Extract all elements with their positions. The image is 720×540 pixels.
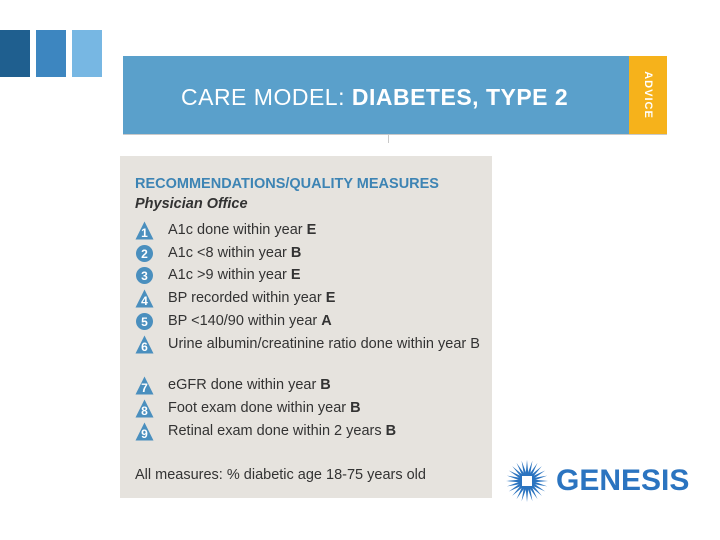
- circle-number-icon: 5: [135, 312, 154, 331]
- measure-number: 9: [141, 427, 148, 441]
- measure-number: 6: [141, 340, 148, 354]
- measure-number: 3: [141, 269, 148, 283]
- measure-number: 8: [141, 404, 148, 418]
- banner-underline: [123, 134, 667, 143]
- measure-text: A1c <8 within year B: [168, 243, 301, 264]
- triangle-number-icon: 6: [135, 335, 154, 354]
- measure-number: 7: [141, 381, 148, 395]
- footer-note: All measures: % diabetic age 18-75 years…: [135, 467, 426, 483]
- measure-label: Urine albumin/creatinine ratio done with…: [168, 336, 480, 352]
- measure-number: 2: [141, 247, 148, 261]
- panel-subheading: Physician Office: [135, 196, 248, 212]
- decor-square-dark: [0, 30, 30, 77]
- decor-square-mid: [36, 30, 66, 77]
- circle-number-icon: 3: [135, 266, 154, 285]
- measure-label: A1c >9 within year: [168, 267, 287, 283]
- triangle-number-icon: 9: [135, 422, 154, 441]
- measure-text: A1c done within year E: [168, 220, 316, 241]
- measure-label: A1c done within year: [168, 222, 303, 238]
- banner-title: CARE MODEL: DIABETES, TYPE 2: [181, 84, 568, 111]
- recommendations-panel: RECOMMENDATIONS/QUALITY MEASURES Physici…: [120, 156, 492, 498]
- measure-number: 5: [141, 315, 148, 329]
- measure-label: BP <140/90 within year: [168, 313, 318, 329]
- panel-heading: RECOMMENDATIONS/QUALITY MEASURES: [135, 176, 439, 192]
- evidence-grade: B: [290, 245, 302, 261]
- measure-text: BP <140/90 within year A: [168, 311, 332, 332]
- measure-label: Foot exam done within year: [168, 400, 347, 416]
- evidence-grade: E: [290, 267, 301, 283]
- genesis-logo: GENESIS: [502, 458, 702, 504]
- measure-text: Urine albumin/creatinine ratio done with…: [168, 334, 488, 355]
- advice-tab: ADVICE: [629, 56, 667, 134]
- advice-tab-label: ADVICE: [642, 71, 654, 119]
- triangle-number-icon: 8: [135, 399, 154, 418]
- genesis-starburst-icon: [506, 460, 548, 502]
- measure-text: eGFR done within year B: [168, 375, 331, 396]
- decor-square-light: [72, 30, 102, 77]
- care-model-banner: CARE MODEL: DIABETES, TYPE 2: [123, 56, 629, 134]
- evidence-grade: E: [306, 222, 317, 238]
- evidence-grade: B: [350, 400, 361, 416]
- measure-label: Retinal exam done within 2 years: [168, 423, 382, 439]
- measure-text: A1c >9 within year E: [168, 265, 301, 286]
- genesis-wordmark: GENESIS: [556, 464, 690, 497]
- measure-text: BP recorded within year E: [168, 288, 335, 309]
- measure-text: Foot exam done within year B: [168, 398, 361, 419]
- measure-label: A1c <8 within year: [168, 245, 287, 261]
- measure-label: BP recorded within year: [168, 290, 322, 306]
- banner-divider: [388, 135, 389, 143]
- banner-title-prefix: CARE MODEL:: [181, 84, 352, 110]
- evidence-grade: B: [320, 377, 331, 393]
- banner-title-bold: DIABETES, TYPE 2: [351, 84, 569, 110]
- measure-number: 1: [141, 226, 148, 240]
- circle-number-icon: 2: [135, 244, 154, 263]
- evidence-grade: A: [321, 313, 332, 329]
- triangle-number-icon: 4: [135, 289, 154, 308]
- triangle-number-icon: 7: [135, 376, 154, 395]
- evidence-grade: E: [325, 290, 336, 306]
- measure-label: eGFR done within year: [168, 377, 317, 393]
- triangle-number-icon: 1: [135, 221, 154, 240]
- evidence-grade: B: [385, 423, 397, 439]
- measure-number: 4: [141, 294, 148, 308]
- measure-text: Retinal exam done within 2 years B: [168, 421, 396, 442]
